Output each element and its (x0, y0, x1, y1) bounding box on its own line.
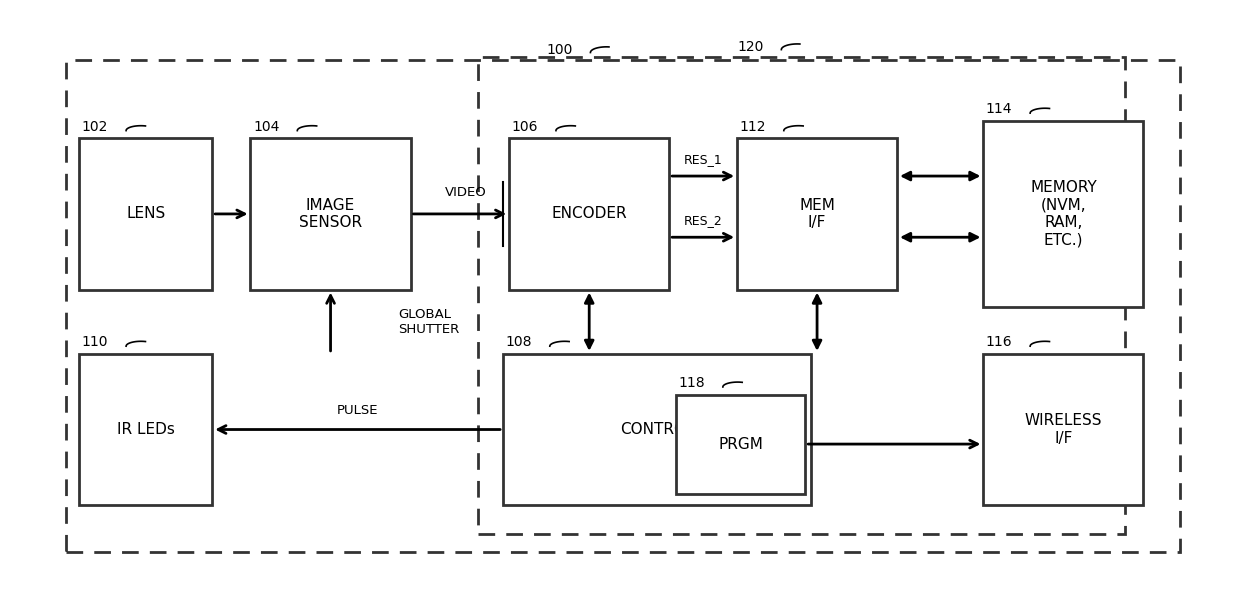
Text: CONTROL: CONTROL (620, 422, 694, 437)
Text: RES_1: RES_1 (683, 152, 723, 165)
Bar (676, 395, 805, 493)
Bar (66, 60, 1180, 552)
Text: ENCODER: ENCODER (552, 206, 627, 222)
Bar (79, 138, 212, 290)
Text: 112: 112 (739, 119, 766, 134)
Text: MEMORY
(NVM,
RAM,
ETC.): MEMORY (NVM, RAM, ETC.) (1030, 180, 1096, 248)
Text: IR LEDs: IR LEDs (117, 422, 175, 437)
Text: 106: 106 (512, 119, 538, 134)
Bar (479, 57, 1125, 534)
Text: WIRELESS
I/F: WIRELESS I/F (1024, 413, 1102, 446)
Bar (983, 354, 1143, 505)
Text: 118: 118 (678, 376, 706, 390)
Text: MEM
I/F: MEM I/F (799, 198, 835, 230)
Text: 120: 120 (737, 40, 764, 54)
Text: 100: 100 (546, 43, 573, 57)
Bar (79, 354, 212, 505)
Text: PRGM: PRGM (718, 437, 763, 452)
Text: 114: 114 (986, 102, 1012, 116)
Text: RES_2: RES_2 (683, 214, 723, 227)
Text: VIDEO: VIDEO (445, 186, 487, 199)
Text: LENS: LENS (126, 206, 165, 222)
Bar (503, 354, 811, 505)
Text: 108: 108 (506, 335, 532, 349)
Text: GLOBAL
SHUTTER: GLOBAL SHUTTER (398, 308, 460, 336)
Text: 116: 116 (986, 335, 1012, 349)
Bar (510, 138, 670, 290)
Bar (983, 121, 1143, 307)
Text: PULSE: PULSE (337, 404, 378, 417)
Text: 104: 104 (253, 119, 279, 134)
Text: 110: 110 (82, 335, 108, 349)
Bar (737, 138, 897, 290)
Text: 102: 102 (82, 119, 108, 134)
Bar (250, 138, 410, 290)
Text: IMAGE
SENSOR: IMAGE SENSOR (299, 198, 362, 230)
